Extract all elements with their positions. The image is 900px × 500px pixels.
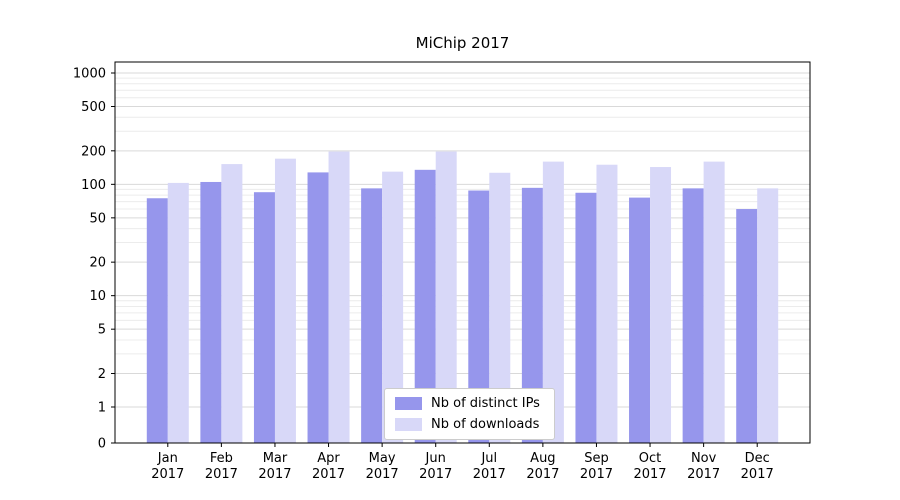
y-tick-label: 1 — [98, 401, 106, 416]
bar-distinct-ips — [146, 198, 168, 443]
y-tick-label: 20 — [89, 256, 106, 271]
legend-swatch-downloads — [395, 418, 422, 431]
x-tick-label-month: Dec — [745, 451, 770, 466]
x-tick-label-month: Jan — [157, 451, 178, 466]
x-tick-label-year: 2017 — [633, 467, 666, 482]
y-tick-label: 100 — [81, 178, 106, 193]
y-tick-label: 200 — [81, 144, 106, 159]
bar-distinct-ips — [414, 169, 436, 443]
x-tick-label-month: Jun — [425, 451, 446, 466]
bar-downloads — [435, 151, 457, 443]
bar-distinct-ips — [307, 172, 329, 444]
plot-border — [114, 61, 811, 444]
x-tick-label-month: Aug — [530, 451, 555, 466]
legend-item-downloads: Nb of downloads — [395, 417, 540, 432]
bar-downloads — [328, 151, 350, 443]
y-tick-label: 0 — [98, 437, 106, 452]
bar-downloads — [757, 188, 779, 443]
x-tick-label-year: 2017 — [258, 467, 291, 482]
legend-label-distinct-ips: Nb of distinct IPs — [431, 396, 540, 411]
bar-downloads — [703, 161, 725, 443]
x-tick-label-month: Oct — [639, 451, 661, 466]
x-tick-label-year: 2017 — [580, 467, 613, 482]
x-tick-label-year: 2017 — [473, 467, 506, 482]
bar-distinct-ips — [629, 197, 651, 443]
y-tick-label: 1000 — [73, 67, 106, 82]
legend-item-distinct-ips: Nb of distinct IPs — [395, 396, 540, 411]
x-tick-label-month: Feb — [210, 451, 233, 466]
bar-distinct-ips — [682, 188, 704, 443]
y-tick-label: 2 — [98, 367, 106, 382]
x-tick-label-year: 2017 — [151, 467, 184, 482]
y-tick-label: 10 — [89, 289, 106, 304]
bar-downloads — [382, 171, 404, 443]
bar-downloads — [650, 167, 672, 444]
bar-distinct-ips — [736, 209, 758, 443]
bar-distinct-ips — [468, 190, 490, 443]
bar-downloads — [596, 164, 618, 443]
chart-title: MiChip 2017 — [415, 34, 510, 52]
x-tick-label-month: May — [369, 451, 396, 466]
chart-legend: Nb of distinct IPs Nb of downloads — [384, 388, 555, 440]
bar-downloads — [274, 158, 296, 443]
y-tick-label: 500 — [81, 100, 106, 115]
bar-distinct-ips — [575, 192, 597, 443]
legend-label-downloads: Nb of downloads — [431, 417, 540, 432]
x-tick-label-month: Jul — [480, 451, 497, 466]
x-tick-label-year: 2017 — [741, 467, 774, 482]
x-tick-label-month: Mar — [263, 451, 288, 466]
bar-downloads — [489, 172, 511, 443]
bar-distinct-ips — [361, 188, 383, 443]
x-tick-label-month: Sep — [584, 451, 609, 466]
bar-downloads — [221, 164, 243, 443]
bar-downloads — [167, 182, 189, 444]
bar-distinct-ips — [200, 181, 222, 444]
x-tick-label-year: 2017 — [526, 467, 559, 482]
y-tick-label: 50 — [89, 211, 106, 226]
x-tick-label-month: Apr — [317, 451, 340, 466]
bar-distinct-ips — [521, 187, 543, 443]
bar-downloads — [542, 161, 564, 443]
x-tick-label-month: Nov — [691, 451, 717, 466]
legend-swatch-distinct-ips — [395, 397, 422, 410]
x-tick-label-year: 2017 — [419, 467, 452, 482]
x-tick-label-year: 2017 — [687, 467, 720, 482]
bar-distinct-ips — [253, 192, 275, 443]
x-tick-label-year: 2017 — [205, 467, 238, 482]
x-tick-label-year: 2017 — [366, 467, 399, 482]
x-tick-label-year: 2017 — [312, 467, 345, 482]
y-tick-label: 5 — [98, 323, 106, 338]
